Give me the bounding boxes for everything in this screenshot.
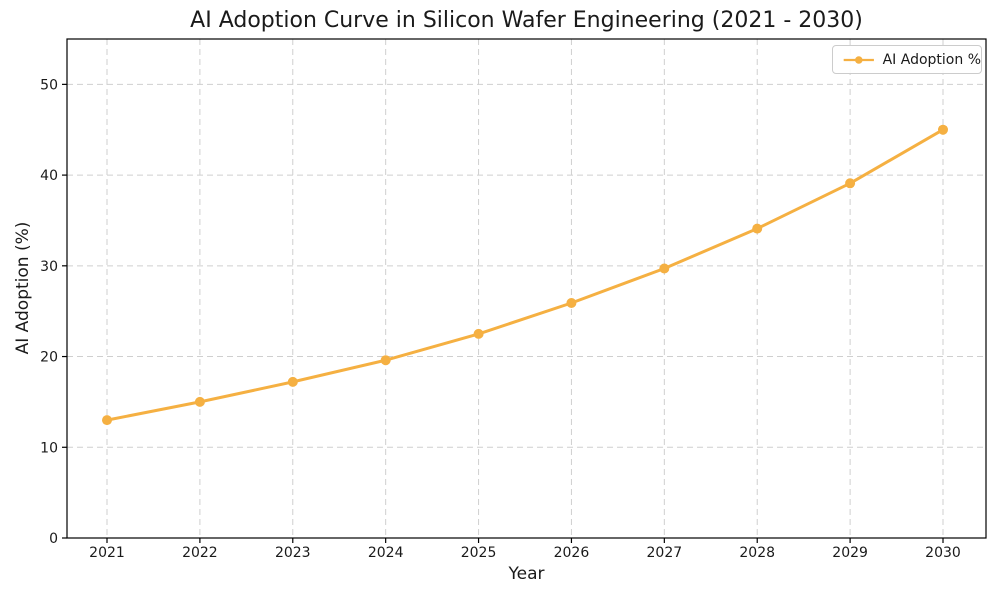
x-tick-label: 2030 xyxy=(925,545,961,561)
data-point-marker xyxy=(102,415,112,426)
x-tick-label: 2028 xyxy=(739,545,775,561)
y-axis-label: AI Adoption (%) xyxy=(13,221,33,355)
y-tick-label: 20 xyxy=(40,350,58,366)
x-axis-label: Year xyxy=(508,564,545,584)
series-line xyxy=(105,128,945,422)
data-point-marker xyxy=(380,355,391,366)
x-tick-label: 2023 xyxy=(275,545,311,561)
data-point-marker xyxy=(938,124,948,135)
y-tick-label: 40 xyxy=(40,168,58,184)
data-point-marker xyxy=(473,328,484,339)
legend: AI Adoption % xyxy=(832,45,982,74)
data-point-marker xyxy=(287,376,298,387)
y-tick-label: 30 xyxy=(40,259,58,275)
x-tick-label: 2021 xyxy=(89,545,125,561)
x-tick-label: 2024 xyxy=(368,545,404,561)
data-point-marker xyxy=(194,396,205,407)
plot-border xyxy=(66,38,987,539)
x-tick-label: 2025 xyxy=(461,545,497,561)
y-tick-label: 10 xyxy=(40,440,58,456)
legend-dot-swatch xyxy=(855,55,863,64)
x-tick-label: 2027 xyxy=(647,545,683,561)
data-point-marker xyxy=(845,178,856,189)
data-point-marker xyxy=(659,263,670,274)
y-tick-label: 50 xyxy=(40,77,58,93)
data-point-marker xyxy=(752,223,763,234)
legend-label: AI Adoption % xyxy=(882,51,981,68)
data-point-marker xyxy=(566,298,577,308)
chart-title: AI Adoption Curve in Silicon Wafer Engin… xyxy=(190,8,863,33)
x-tick-label: 2026 xyxy=(554,545,590,561)
y-tick-label: 0 xyxy=(49,531,58,547)
legend-marker-icon xyxy=(843,55,874,64)
x-tick-label: 2022 xyxy=(182,545,218,561)
x-tick-label: 2029 xyxy=(832,545,868,561)
